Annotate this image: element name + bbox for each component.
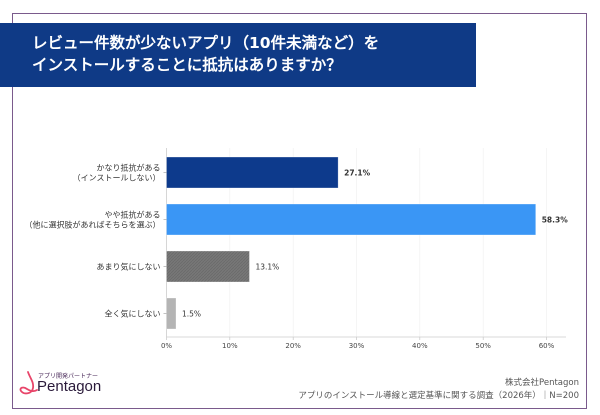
company-name: 株式会社Pentagon: [505, 378, 579, 388]
category-label: かなり抵抗がある: [97, 163, 161, 173]
bar: [166, 250, 250, 283]
logo-tagline: アプリ開発パートナー: [38, 373, 99, 380]
title-line-2: インストールすることに抵抗はありますか？: [32, 56, 342, 74]
x-tick-label: 0%: [161, 342, 172, 350]
x-tick-label: 30%: [349, 342, 365, 350]
bar-value-label: 13.1%: [255, 263, 279, 272]
bar-value-label: 58.3%: [542, 216, 569, 225]
category-label: （インストールしない）: [73, 174, 161, 183]
category-label: やや抵抗がある: [105, 210, 161, 220]
category-label: （他に選択肢があればそちらを選ぶ）: [25, 220, 161, 230]
bar-value-label: 27.1%: [344, 169, 371, 178]
bar: [166, 297, 177, 330]
pentagon-logo-icon: [19, 371, 38, 395]
bar: [166, 203, 537, 236]
x-tick-label: 60%: [539, 342, 555, 350]
page-title: レビュー件数が少ないアプリ（10件未満など）を インストールすることに抵抗はあり…: [0, 23, 476, 87]
category-label: あまり気にしない: [97, 262, 161, 272]
bar: [166, 156, 339, 189]
x-tick-label: 20%: [285, 342, 301, 350]
x-tick-label: 40%: [412, 342, 428, 350]
bar-value-label: 1.5%: [182, 310, 201, 319]
page-frame: [12, 13, 587, 409]
x-tick-label: 10%: [222, 342, 238, 350]
title-line-1: レビュー件数が少ないアプリ（10件未満など）を: [32, 34, 380, 52]
category-label: 全く気にしない: [105, 309, 161, 319]
logo-name: Pentagon: [37, 378, 102, 395]
survey-source: アプリのインストール導線と選定基準に関する調査（2026年）｜N=200: [298, 391, 579, 401]
x-tick-label: 50%: [475, 342, 491, 350]
